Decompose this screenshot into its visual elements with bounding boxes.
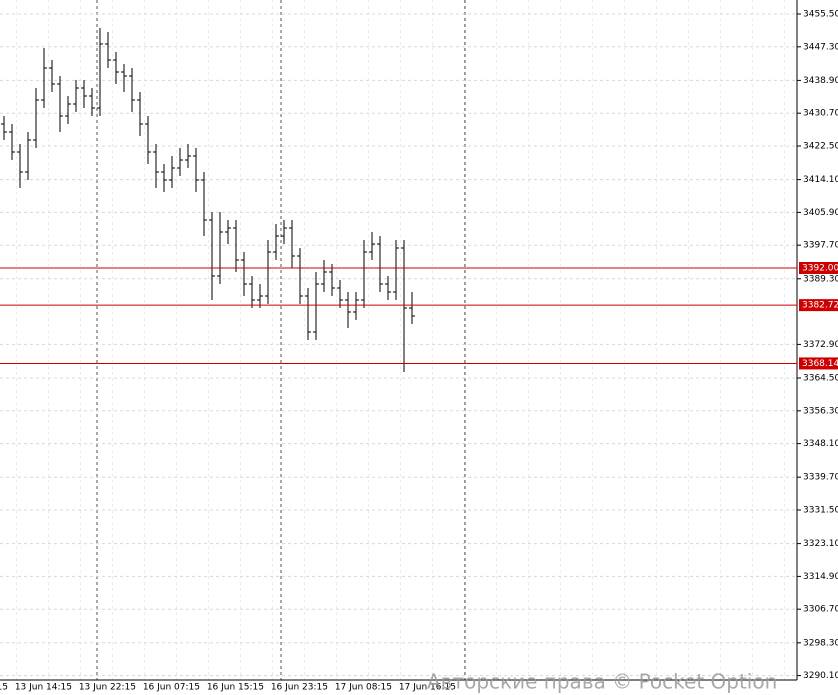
- y-tick-label: 3405.90: [803, 208, 838, 218]
- x-tick-label: 15: [0, 683, 8, 693]
- y-tick-label: 3414.10: [803, 175, 838, 185]
- y-tick-label: 3372.90: [803, 340, 838, 350]
- y-tick-label: 3314.90: [803, 572, 838, 582]
- x-tick-label: 17 Jun 16:15: [399, 683, 456, 693]
- x-tick-label: 13 Jun 22:15: [79, 683, 136, 693]
- x-tick-label: 13 Jun 14:15: [15, 683, 72, 693]
- level-tag: [799, 262, 838, 274]
- y-tick-label: 3438.90: [803, 76, 838, 86]
- level-label: 3368.14: [802, 359, 838, 369]
- y-tick-label: 3364.50: [803, 374, 838, 384]
- y-tick-label: 3389.30: [803, 274, 838, 284]
- y-tick-label: 3397.70: [803, 241, 838, 251]
- watermark: Авторские права © Pocket Option: [427, 670, 777, 694]
- vertical-grid: [0, 0, 797, 680]
- x-tick-label: 16 Jun 15:15: [207, 683, 264, 693]
- y-tick-label: 3447.30: [803, 42, 838, 52]
- y-tick-label: 3290.10: [803, 671, 838, 681]
- y-tick-label: 3455.50: [803, 10, 838, 20]
- level-label: 3382.72: [802, 301, 838, 311]
- level-label: 3392.00: [802, 264, 838, 274]
- y-tick-label: 3422.50: [803, 142, 838, 152]
- level-tag: [799, 357, 838, 370]
- x-tick-label: 16 Jun 23:15: [271, 683, 328, 693]
- y-tick-label: 3430.70: [803, 109, 838, 119]
- y-tick-label: 3331.50: [803, 506, 838, 516]
- y-tick-label: 3339.70: [803, 473, 838, 483]
- y-tick-label: 3306.70: [803, 605, 838, 615]
- y-tick-label: 3323.10: [803, 539, 838, 549]
- x-tick-label: 16 Jun 07:15: [143, 683, 200, 693]
- y-tick-label: 3348.10: [803, 439, 838, 449]
- level-tag: [799, 299, 838, 312]
- y-tick-label: 3298.30: [803, 638, 838, 648]
- x-tick-label: 17 Jun 08:15: [335, 683, 392, 693]
- y-tick-label: 3356.30: [803, 406, 838, 416]
